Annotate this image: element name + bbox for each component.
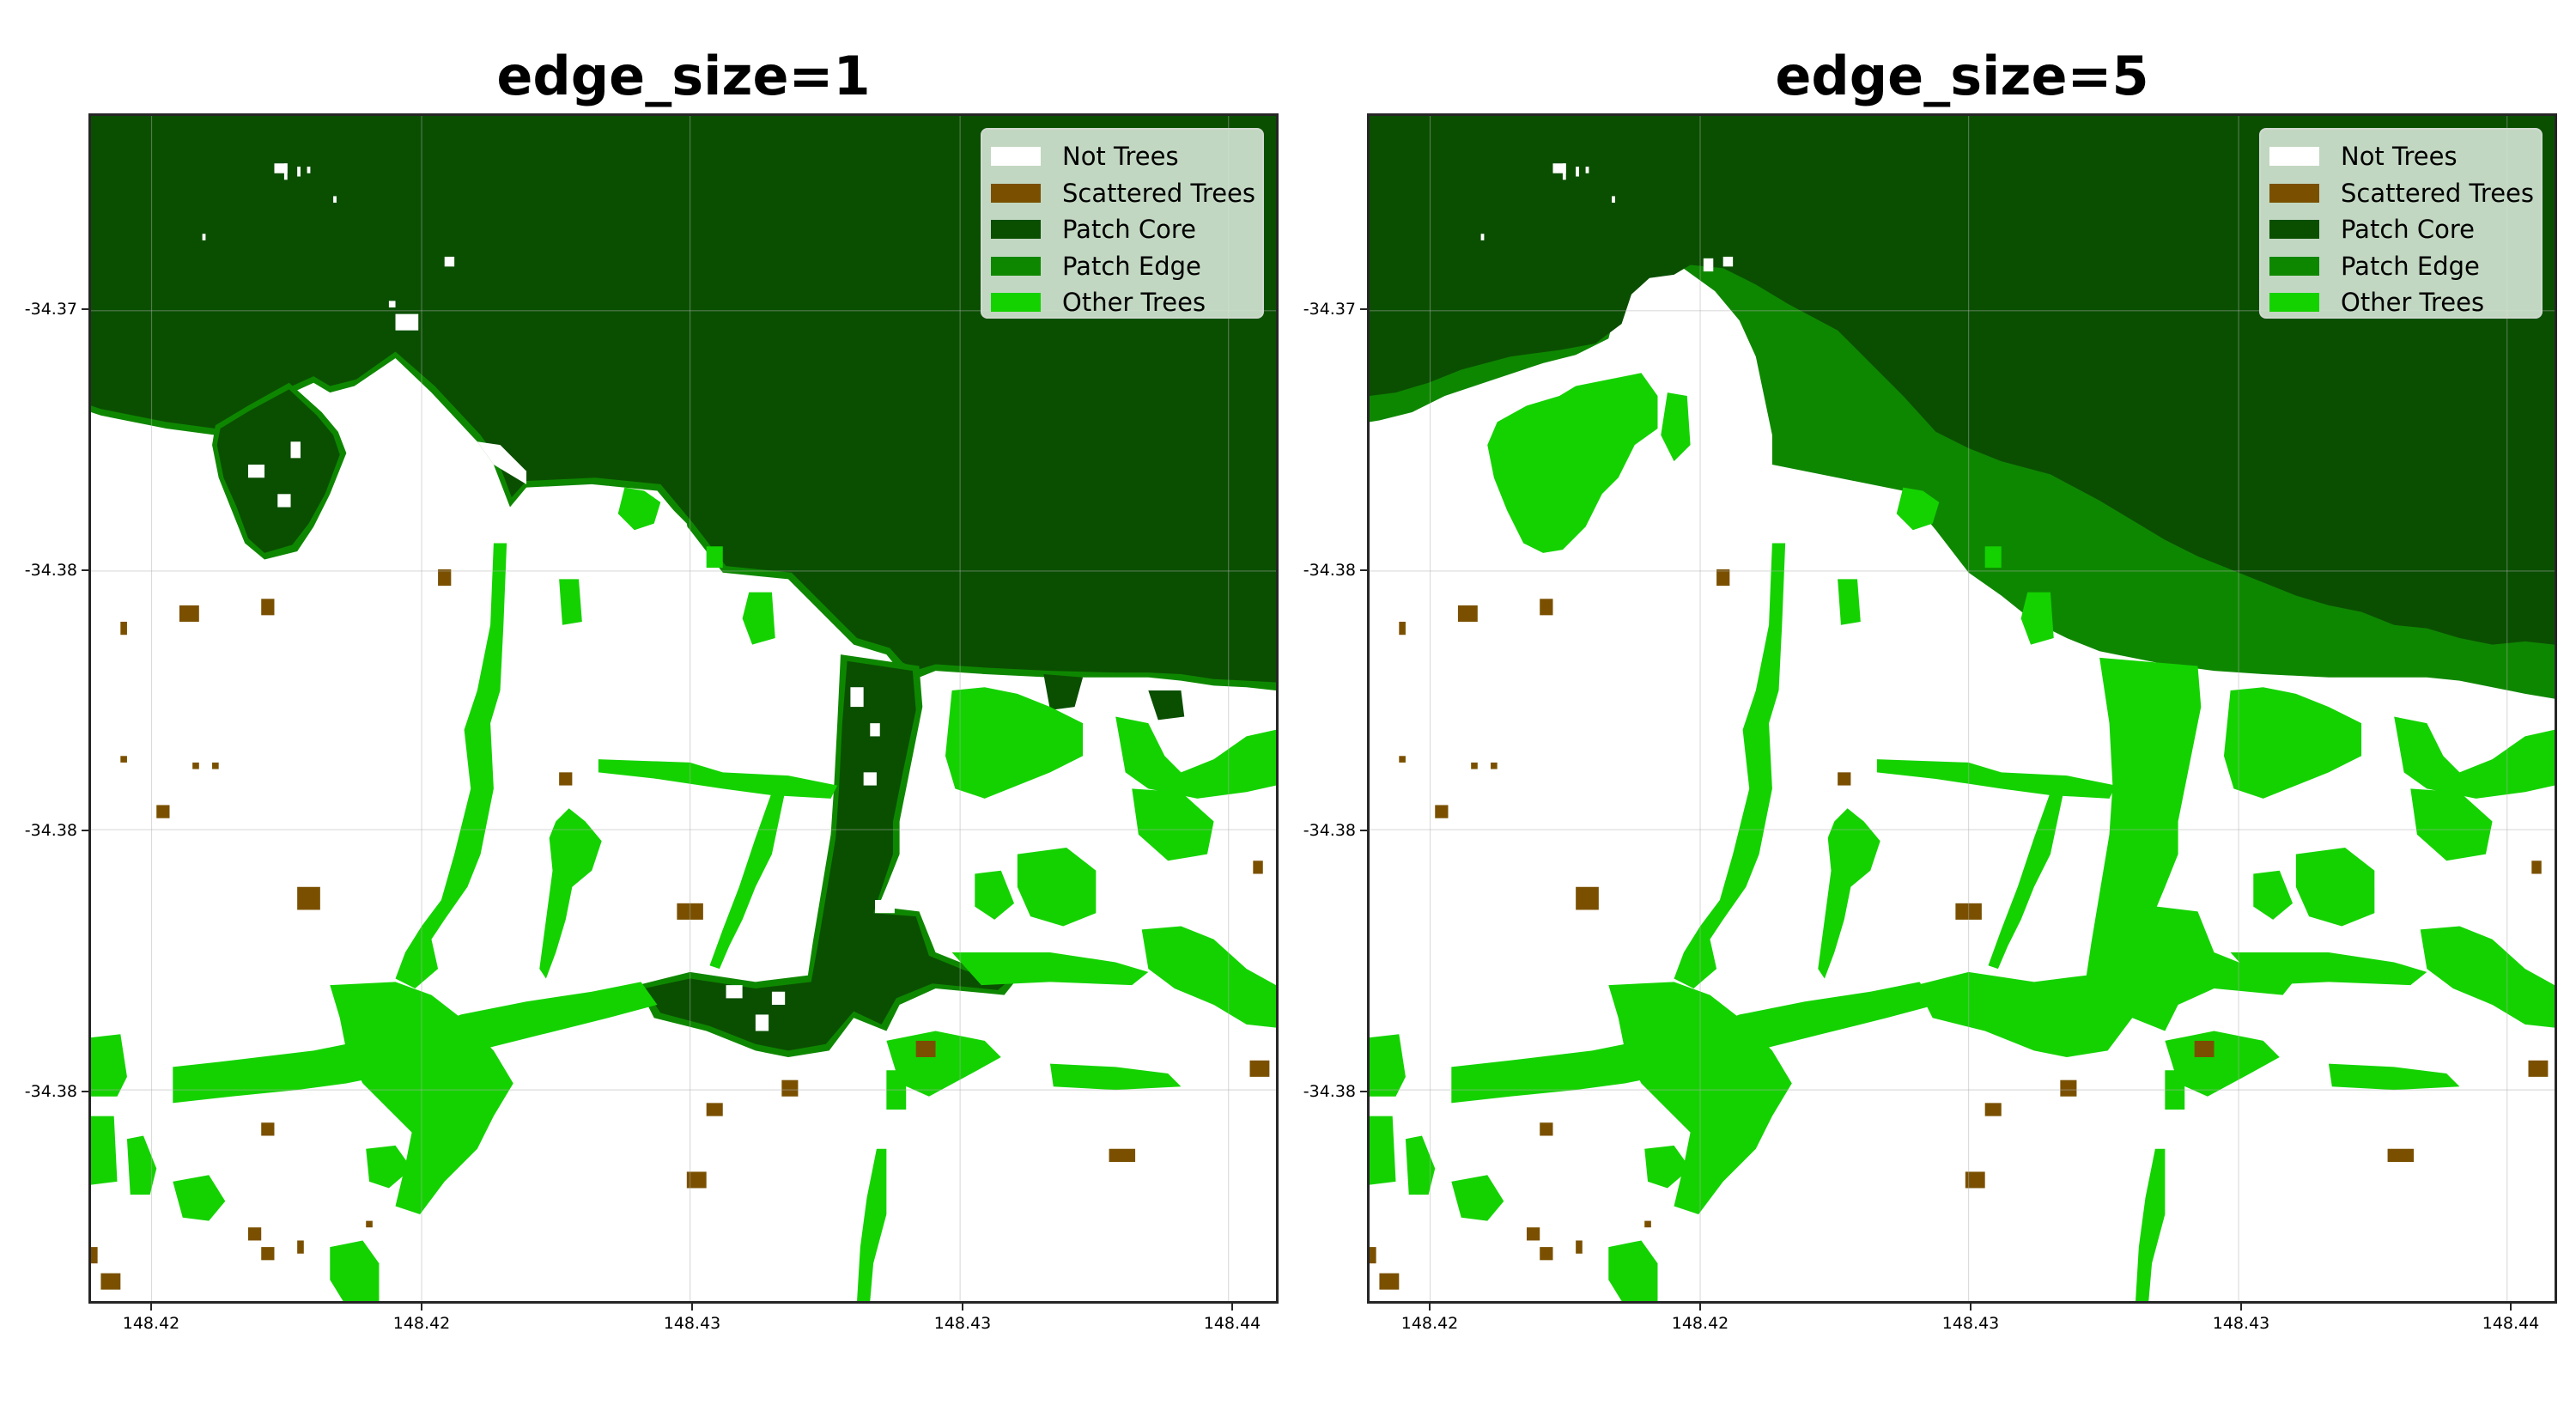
xtick-mark [1970,1304,1971,1311]
legend-item-patch-core: Patch Core [991,211,1262,248]
xtick-label: 148.43 [933,1314,992,1333]
ytick-label: -34.37 [24,300,77,319]
legend-item-patch-core: Patch Core [2269,211,2541,248]
scattered-trees-layer [1370,569,2549,1290]
ytick-label: -34.38 [24,561,77,580]
swatch-other-trees [2269,293,2319,313]
xtick-label: 148.44 [1203,1314,1261,1333]
legend: Not Trees Scattered Trees Patch Core Pat… [2259,128,2543,319]
xtick-mark [421,1304,422,1311]
panel-edge-size-5: edge_size=5 [1279,0,2567,1417]
xtick-label: 148.44 [2482,1314,2540,1333]
xtick-mark [962,1304,963,1311]
map-raster-edge-5 [1370,116,2555,1301]
ytick-label: -34.37 [1303,300,1356,319]
swatch-scattered-trees [991,183,1041,203]
xtick-mark [1231,1304,1233,1311]
ytick-mark [1360,1091,1367,1092]
xtick-label: 148.42 [392,1314,451,1333]
swatch-other-trees [991,293,1041,313]
ytick-label: -34.38 [24,1082,77,1101]
legend-item-scattered-trees: Scattered Trees [991,175,1262,212]
ytick-mark [82,569,88,571]
swatch-scattered-trees [2269,183,2319,203]
xtick-mark [2510,1304,2512,1311]
panel-title: edge_size=1 [496,45,871,107]
swatch-patch-edge [991,256,1041,276]
legend-item-other-trees: Other Trees [991,284,1262,321]
swatch-patch-core [991,220,1041,240]
map-axes: Not Trees Scattered Trees Patch Core Pat… [88,113,1279,1304]
xtick-mark [1429,1304,1431,1311]
legend-item-scattered-trees: Scattered Trees [2269,175,2541,212]
ytick-mark [82,830,88,831]
xtick-label: 148.42 [1400,1314,1459,1333]
legend-item-patch-edge: Patch Edge [991,248,1262,285]
xtick-label: 148.43 [663,1314,721,1333]
swatch-patch-edge [2269,256,2319,276]
legend-item-not-trees: Not Trees [991,138,1262,175]
other-trees-layer [91,487,1276,1301]
other-trees-layer [1370,373,2555,1301]
ytick-mark [82,308,88,310]
xtick-mark [2240,1304,2242,1311]
legend-item-patch-edge: Patch Edge [2269,248,2541,285]
xtick-mark [150,1304,152,1311]
panel-edge-size-1: edge_size=1 [24,45,1279,1333]
ytick-label: -34.38 [24,821,77,840]
ytick-mark [82,1091,88,1092]
legend: Not Trees Scattered Trees Patch Core Pat… [981,128,1264,319]
ytick-label: -34.38 [1303,1082,1356,1101]
xtick-label: 148.43 [2212,1314,2270,1333]
scattered-trees-layer [91,569,1270,1290]
ytick-mark [1360,830,1367,831]
ytick-label: -34.38 [1303,561,1356,580]
ytick-mark [1360,569,1367,571]
xtick-label: 148.42 [1671,1314,1729,1333]
map-axes: Not Trees Scattered Trees Patch Core Pat… [1367,113,2557,1304]
xtick-label: 148.42 [122,1314,180,1333]
swatch-patch-core [2269,220,2319,240]
swatch-not-trees [2269,147,2319,167]
swatch-not-trees [991,147,1041,167]
xtick-mark [691,1304,693,1311]
ytick-mark [1360,308,1367,310]
legend-item-not-trees: Not Trees [2269,138,2541,175]
legend-item-other-trees: Other Trees [2269,284,2541,321]
panel-title: edge_size=5 [1775,45,2149,107]
ytick-label: -34.38 [1303,821,1356,840]
xtick-label: 148.43 [1941,1314,2000,1333]
xtick-mark [1699,1304,1701,1311]
